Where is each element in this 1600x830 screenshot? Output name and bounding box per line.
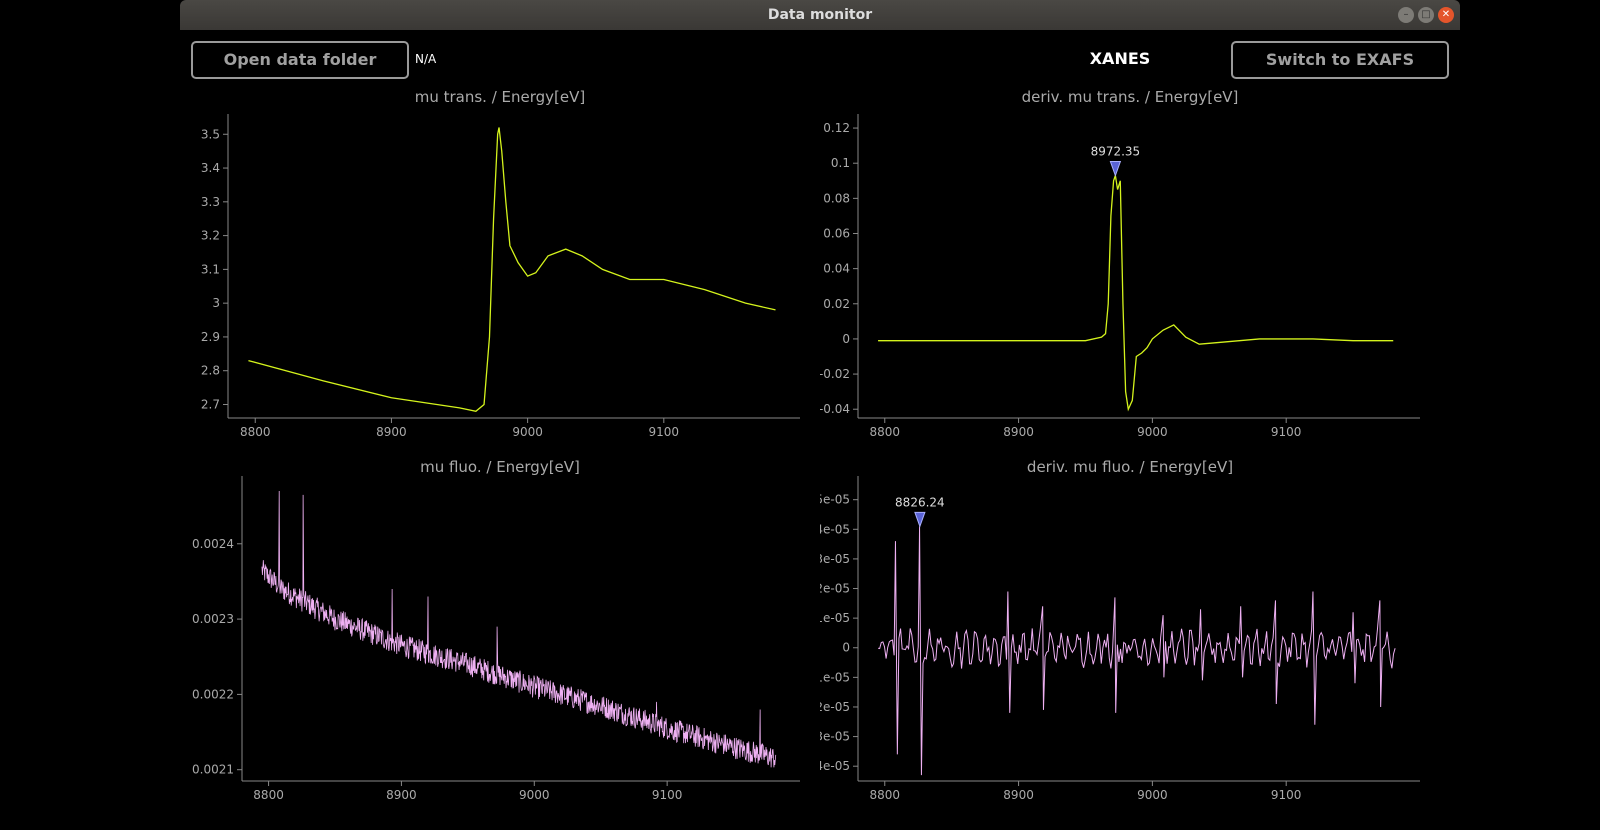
- y-tick-label: 1e-05: [820, 611, 850, 625]
- y-tick-label: 0.02: [823, 297, 850, 311]
- folder-path-label: N/A: [415, 52, 437, 66]
- peak-marker-icon: [914, 511, 926, 528]
- plot-canvas[interactable]: 8800 8900 9000 9100 0.0021 0.0022 0.0023 0.0024: [190, 458, 810, 816]
- y-tick-label: 0.0022: [192, 687, 234, 701]
- peak-marker-label: 8826.24: [895, 495, 945, 509]
- y-tick-label: 0.0023: [192, 612, 234, 626]
- y-tick-label: 3.1: [201, 262, 220, 276]
- y-tick-label: 3.3: [201, 195, 220, 209]
- x-tick-label: 8900: [1003, 425, 1034, 439]
- series-line: [877, 526, 1396, 776]
- y-tick-label: 0.04: [823, 262, 850, 276]
- y-tick-label: 3.4: [201, 161, 220, 175]
- x-tick-label: 9100: [652, 788, 683, 802]
- y-tick-label: 0.0024: [192, 537, 234, 551]
- y-tick-label: 0.08: [823, 191, 850, 205]
- plot-title: deriv. mu trans. / Energy[eV]: [1021, 88, 1239, 106]
- x-tick-label: 9000: [1137, 788, 1168, 802]
- x-tick-label: 9000: [519, 788, 550, 802]
- y-tick-label: 2.9: [201, 330, 220, 344]
- y-tick-label: 2.8: [201, 364, 220, 378]
- x-tick-label: 8800: [240, 425, 271, 439]
- x-tick-label: 8800: [253, 788, 284, 802]
- x-tick-label: 9000: [512, 425, 543, 439]
- plot-mu-fluo[interactable]: mu fluo. / Energy[eV] 8800 8900 9000 9100 0.…: [190, 458, 810, 816]
- x-tick-label: 8900: [1003, 788, 1034, 802]
- y-tick-label: -4e-05: [820, 759, 850, 773]
- y-tick-label: 5e-05: [820, 493, 850, 507]
- y-tick-label: 0.1: [831, 156, 850, 170]
- x-tick-label: 9100: [1271, 425, 1302, 439]
- window-title: Data monitor: [767, 7, 873, 23]
- plot-canvas[interactable]: 8800 8900 9000 9100 -4e-05 -3e-05 -2e-05 -1e-05…: [820, 458, 1440, 816]
- x-tick-label: 8900: [376, 425, 407, 439]
- y-tick-label: 2e-05: [820, 582, 850, 596]
- maximize-icon[interactable]: □: [1418, 7, 1434, 23]
- data-monitor-window: Data monitor – □ ✕ Open data folder N/A …: [180, 0, 1460, 830]
- x-tick-label: 9100: [1271, 788, 1302, 802]
- y-tick-label: -2e-05: [820, 700, 850, 714]
- y-tick-label: 0: [842, 641, 850, 655]
- y-tick-label: 0.0021: [192, 763, 234, 777]
- x-tick-label: 9100: [649, 425, 680, 439]
- close-icon[interactable]: ✕: [1438, 7, 1454, 23]
- open-data-folder-button[interactable]: Open data folder: [191, 41, 409, 79]
- series-line: [878, 175, 1394, 412]
- y-tick-label: 4e-05: [820, 522, 850, 536]
- plot-title: mu trans. / Energy[eV]: [414, 88, 586, 106]
- y-tick-label: 3e-05: [820, 552, 850, 566]
- y-tick-label: 0.06: [823, 226, 850, 240]
- y-tick-label: -1e-05: [820, 670, 850, 684]
- plot-title: mu fluo. / Energy[eV]: [420, 458, 580, 476]
- y-tick-label: 3.5: [201, 127, 220, 141]
- plot-deriv-mu-fluo[interactable]: deriv. mu fluo. / Energy[eV] 8800 8900 900…: [820, 458, 1440, 816]
- x-tick-label: 8900: [386, 788, 417, 802]
- series-line: [248, 127, 776, 412]
- minimize-icon[interactable]: –: [1398, 7, 1414, 23]
- x-tick-label: 8800: [869, 425, 900, 439]
- mode-label: XANES: [1089, 49, 1151, 68]
- plot-canvas[interactable]: 8800 8900 9000 9100 -0.04 -0.02 0 0.02 0.04 0.06 0…: [820, 88, 1440, 446]
- y-tick-label: -3e-05: [820, 730, 850, 744]
- y-tick-label: 2.7: [201, 397, 220, 411]
- plot-title: deriv. mu fluo. / Energy[eV]: [1026, 458, 1234, 476]
- y-tick-label: 0.12: [823, 121, 850, 135]
- switch-mode-button[interactable]: Switch to EXAFS: [1231, 41, 1449, 79]
- y-tick-label: 3: [212, 296, 220, 310]
- y-tick-label: 3.2: [201, 229, 220, 243]
- series-line: [261, 491, 777, 768]
- x-tick-label: 8800: [869, 788, 900, 802]
- y-tick-label: -0.04: [820, 402, 850, 416]
- plot-mu-trans[interactable]: mu trans. / Energy[eV] 8800 8900 9000 9100 2…: [190, 88, 810, 446]
- plot-deriv-mu-trans[interactable]: deriv. mu trans. / Energy[eV] 8800 8900 90…: [820, 88, 1440, 446]
- plot-canvas[interactable]: 8800 8900 9000 9100 2.7 2.8 2.9 3 3.1 3.2 3.3 3.4 3.…: [190, 88, 810, 446]
- peak-marker-label: 8972.35: [1091, 145, 1141, 159]
- title-bar[interactable]: Data monitor – □ ✕: [180, 0, 1460, 30]
- y-tick-label: -0.02: [820, 367, 850, 381]
- y-tick-label: 0: [842, 332, 850, 346]
- x-tick-label: 9000: [1137, 425, 1168, 439]
- peak-marker-icon: [1109, 161, 1122, 177]
